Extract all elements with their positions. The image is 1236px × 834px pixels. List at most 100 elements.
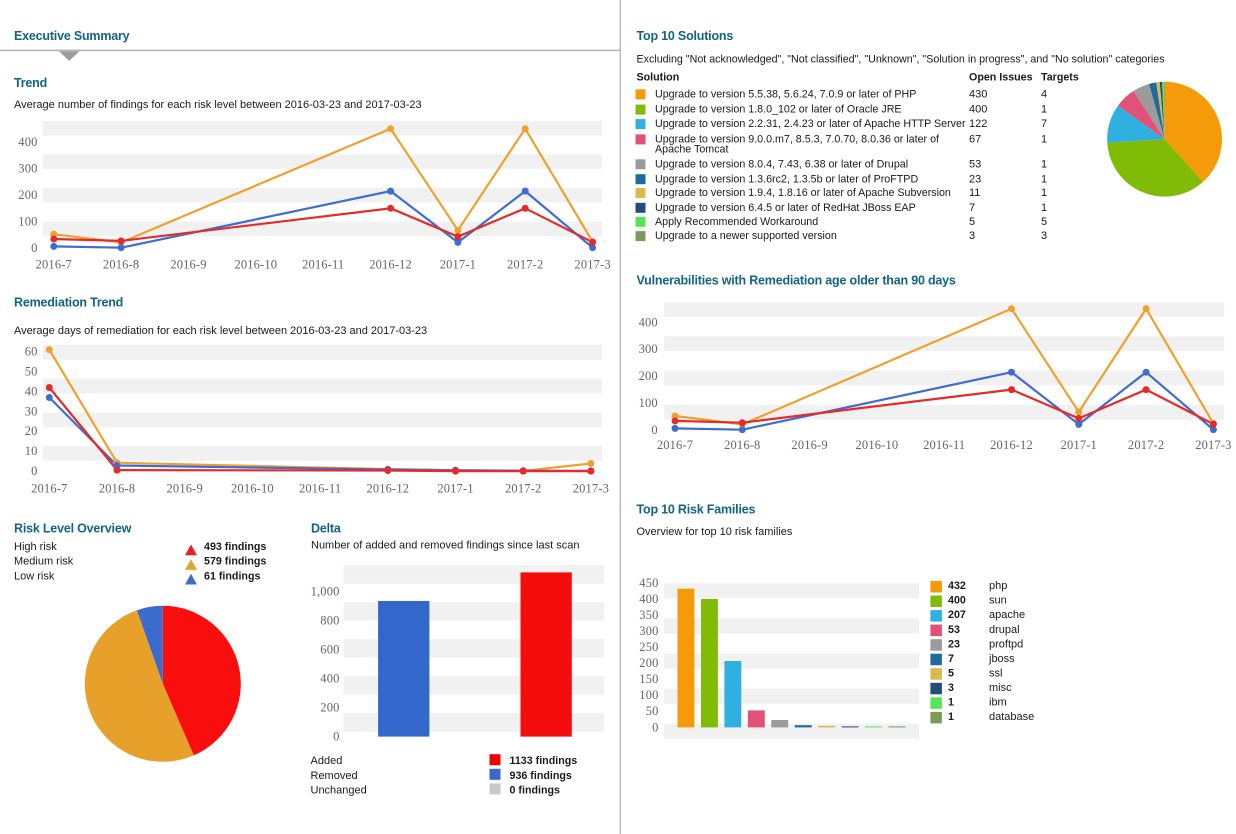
svg-text:2017-3: 2017-3	[1195, 438, 1231, 452]
svg-text:100: 100	[18, 215, 37, 229]
svg-text:Added: Added	[311, 755, 343, 767]
svg-text:ibm: ibm	[989, 697, 1007, 709]
svg-text:0: 0	[31, 241, 37, 255]
svg-text:2016-7: 2016-7	[31, 481, 67, 495]
svg-text:2016-7: 2016-7	[657, 438, 693, 452]
svg-text:2016-12: 2016-12	[366, 481, 409, 495]
svg-text:2016-12: 2016-12	[990, 438, 1033, 452]
svg-text:400: 400	[948, 595, 966, 607]
svg-text:2017-1: 2017-1	[440, 257, 476, 271]
svg-text:350: 350	[639, 608, 658, 622]
svg-text:Apply Recommended Workaround: Apply Recommended Workaround	[655, 216, 818, 228]
svg-text:432: 432	[948, 580, 966, 592]
svg-text:23: 23	[948, 638, 960, 650]
svg-text:3: 3	[948, 682, 954, 694]
svg-text:3: 3	[969, 230, 975, 242]
svg-text:50: 50	[646, 704, 659, 718]
svg-text:122: 122	[969, 118, 987, 130]
svg-text:200: 200	[639, 369, 658, 383]
svg-text:database: database	[989, 711, 1034, 723]
svg-text:Trend: Trend	[14, 76, 47, 90]
svg-text:Upgrade to version 8.0.4, 7.43: Upgrade to version 8.0.4, 7.43, 6.38 or …	[655, 158, 908, 170]
svg-text:Unchanged: Unchanged	[311, 784, 367, 796]
svg-text:Medium risk: Medium risk	[14, 556, 74, 568]
svg-text:400: 400	[639, 315, 658, 329]
svg-text:5: 5	[948, 667, 954, 679]
svg-text:493 findings: 493 findings	[204, 541, 266, 553]
svg-text:1: 1	[1041, 202, 1047, 214]
svg-text:200: 200	[639, 656, 658, 670]
svg-text:Upgrade to version 2.2.31, 2.4: Upgrade to version 2.2.31, 2.4.23 or lat…	[655, 118, 966, 130]
svg-text:2016-8: 2016-8	[103, 257, 139, 271]
svg-text:Average number of findings for: Average number of findings for each risk…	[14, 99, 422, 111]
svg-text:1: 1	[948, 711, 954, 723]
svg-text:53: 53	[948, 624, 960, 636]
svg-text:proftpd: proftpd	[989, 638, 1023, 650]
svg-text:30: 30	[25, 404, 38, 418]
svg-text:20: 20	[25, 424, 38, 438]
svg-text:100: 100	[639, 396, 658, 410]
svg-text:800: 800	[320, 614, 339, 628]
svg-text:2016-10: 2016-10	[234, 257, 277, 271]
svg-text:2016-9: 2016-9	[791, 438, 827, 452]
svg-text:Number of added and removed fi: Number of added and removed findings sin…	[311, 540, 579, 552]
svg-text:4: 4	[1041, 88, 1047, 100]
svg-text:Top 10 Risk Families: Top 10 Risk Families	[637, 503, 756, 517]
svg-text:7: 7	[948, 653, 954, 665]
svg-text:936 findings: 936 findings	[510, 770, 572, 782]
svg-text:Overview for top 10 risk famil: Overview for top 10 risk families	[637, 526, 793, 538]
svg-text:0: 0	[652, 720, 658, 734]
svg-text:1: 1	[1041, 187, 1047, 199]
svg-text:100: 100	[639, 688, 658, 702]
svg-text:10: 10	[25, 444, 38, 458]
svg-text:jboss: jboss	[988, 653, 1015, 665]
svg-text:ssl: ssl	[989, 667, 1002, 679]
svg-text:drupal: drupal	[989, 624, 1020, 636]
svg-text:2017-3: 2017-3	[574, 257, 610, 271]
svg-text:Apache Tomcat: Apache Tomcat	[655, 144, 729, 156]
svg-text:Targets: Targets	[1041, 71, 1079, 83]
svg-text:200: 200	[320, 701, 339, 715]
svg-text:Remediation Trend: Remediation Trend	[14, 296, 123, 310]
svg-text:0 findings: 0 findings	[510, 784, 561, 796]
svg-text:1133 findings: 1133 findings	[510, 755, 578, 767]
svg-text:400: 400	[639, 592, 658, 606]
svg-text:150: 150	[639, 672, 658, 686]
svg-text:5: 5	[1041, 216, 1047, 228]
svg-text:0: 0	[31, 464, 37, 478]
svg-text:Upgrade to version 6.4.5 or la: Upgrade to version 6.4.5 or later of Red…	[655, 202, 916, 214]
svg-text:Solution: Solution	[637, 71, 680, 83]
svg-text:2016-8: 2016-8	[99, 481, 135, 495]
svg-text:300: 300	[639, 624, 658, 638]
svg-text:Removed: Removed	[311, 770, 358, 782]
svg-text:600: 600	[320, 643, 339, 657]
svg-text:400: 400	[320, 672, 339, 686]
svg-text:Risk Level Overview: Risk Level Overview	[14, 522, 132, 536]
svg-text:0: 0	[333, 730, 339, 744]
svg-text:200: 200	[18, 188, 37, 202]
svg-text:Upgrade to version 1.8.0_102 o: Upgrade to version 1.8.0_102 or later of…	[655, 104, 902, 116]
svg-text:2017-1: 2017-1	[1061, 438, 1097, 452]
svg-text:High risk: High risk	[14, 541, 57, 553]
svg-text:Low risk: Low risk	[14, 570, 55, 582]
svg-text:400: 400	[969, 104, 987, 116]
svg-text:2016-12: 2016-12	[369, 257, 412, 271]
svg-text:579 findings: 579 findings	[204, 556, 266, 568]
svg-text:2016-11: 2016-11	[302, 257, 344, 271]
svg-text:300: 300	[639, 342, 658, 356]
svg-text:Upgrade to version 1.3.6rc2, 1: Upgrade to version 1.3.6rc2, 1.3.5b or l…	[655, 173, 918, 185]
svg-text:207: 207	[948, 609, 966, 621]
svg-text:450: 450	[639, 576, 658, 590]
svg-text:sun: sun	[989, 595, 1007, 607]
svg-text:1,000: 1,000	[311, 585, 340, 599]
svg-text:Upgrade to a newer supported v: Upgrade to a newer supported version	[655, 230, 837, 242]
svg-text:Excluding "Not acknowledged",: Excluding "Not acknowledged", "Not class…	[637, 53, 1165, 65]
svg-text:67: 67	[969, 134, 981, 146]
svg-text:Delta: Delta	[311, 522, 342, 536]
svg-text:2016-11: 2016-11	[299, 481, 341, 495]
svg-text:0: 0	[651, 423, 657, 437]
svg-text:2016-10: 2016-10	[231, 481, 274, 495]
svg-text:Vulnerabilities with Remediati: Vulnerabilities with Remediation age old…	[637, 274, 956, 288]
svg-text:2016-9: 2016-9	[170, 257, 206, 271]
svg-text:3: 3	[1041, 230, 1047, 242]
